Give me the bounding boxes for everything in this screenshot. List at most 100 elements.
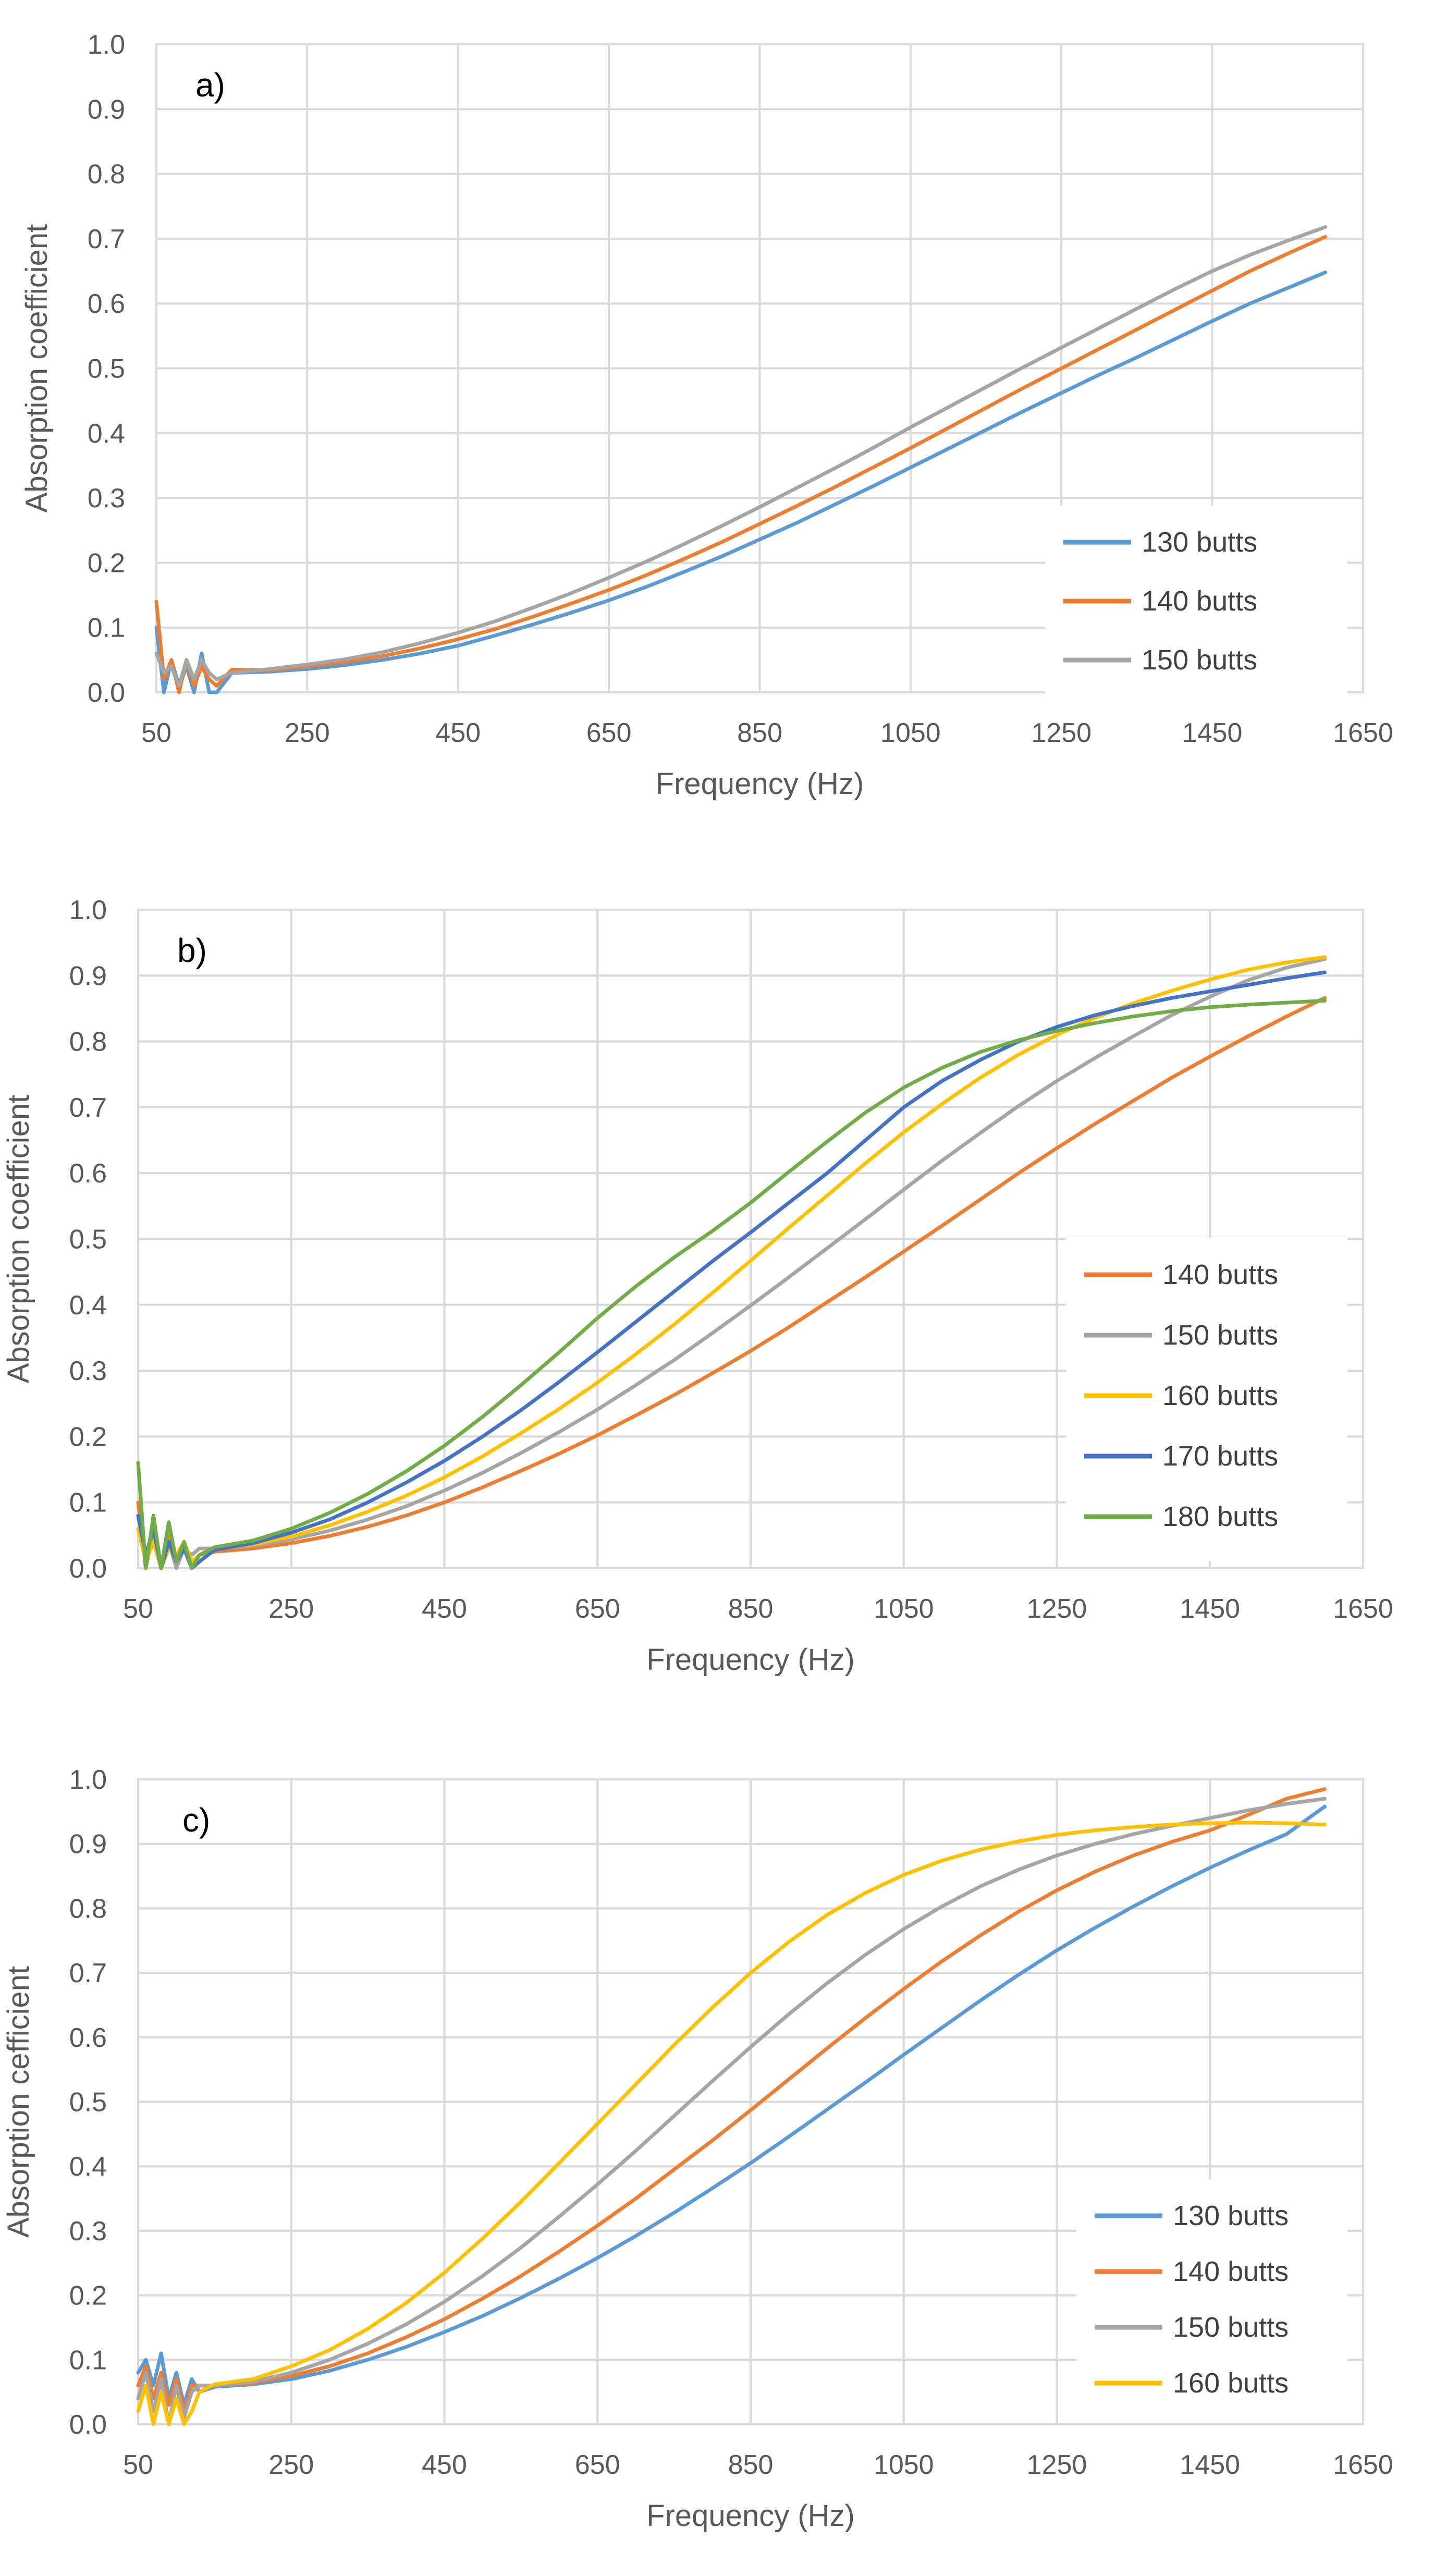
legend-label: 170 butts: [1162, 1440, 1278, 1472]
y-tick-label: 0.1: [69, 2345, 107, 2375]
series-line-150-butts: [136, 1797, 1327, 2426]
series-line-160-butts: [136, 1821, 1327, 2426]
legend-label: 130 butts: [1142, 527, 1257, 558]
panel-label: c): [182, 1801, 210, 1839]
legend-label: 150 butts: [1173, 2312, 1289, 2343]
legend-background: [1045, 506, 1347, 703]
x-tick-label: 1450: [1180, 1594, 1240, 1624]
series-layer: [136, 1787, 1327, 2426]
x-tick-label: 850: [737, 718, 782, 748]
y-axis-title: Absorption cefficient: [2, 1966, 35, 2238]
y-tick-label: 0.8: [69, 1027, 107, 1057]
y-tick-label: 0.1: [69, 1488, 107, 1518]
y-tick-label: 0.9: [69, 961, 107, 991]
legend-label: 150 butts: [1142, 644, 1257, 676]
y-tick-label: 0.8: [88, 160, 125, 190]
legend-label: 140 butts: [1142, 585, 1257, 617]
plot-grid: [155, 43, 1364, 693]
y-tick-label: 0.8: [69, 1894, 107, 1924]
panel-label: a): [195, 66, 225, 104]
series-layer: [136, 955, 1327, 1570]
legend-background: [1066, 1238, 1347, 1561]
y-tick-label: 1.0: [69, 895, 107, 925]
x-axis-title: Frequency (Hz): [646, 2499, 855, 2533]
x-tick-label: 450: [435, 718, 481, 748]
y-tick-label: 0.9: [69, 1829, 107, 1860]
x-tick-label: 650: [575, 1594, 620, 1624]
series-line-180-butts: [136, 998, 1327, 1570]
legend-label: 140 butts: [1162, 1259, 1278, 1290]
x-tick-label: 50: [123, 1594, 153, 1624]
x-axis-title: Frequency (Hz): [656, 767, 864, 801]
x-tick-label: 650: [575, 2450, 620, 2480]
plot-frame: [137, 909, 1364, 1569]
x-tick-label: 1450: [1180, 2450, 1240, 2480]
y-tick-label: 0.2: [69, 2281, 107, 2311]
y-tick-label: 0.2: [88, 548, 125, 578]
y-tick-label: 0.7: [88, 224, 125, 254]
x-tick-label: 1250: [1027, 2450, 1087, 2480]
plot-frame: [137, 1778, 1364, 2425]
legend-label: 150 butts: [1162, 1320, 1278, 1351]
y-tick-label: 0.4: [88, 419, 125, 449]
y-tick-label: 1.0: [69, 1765, 107, 1795]
x-tick-label: 250: [268, 1594, 314, 1624]
y-tick-label: 0.7: [69, 1958, 107, 1988]
x-tick-label: 450: [422, 1594, 467, 1624]
panel-label: b): [177, 932, 207, 969]
x-tick-label: 1650: [1333, 2450, 1393, 2480]
chart-panel-c: 0.0 0.1 0.2 0.3 0.4 0.5 0.6 0.7 0.8 0.9 1.0 50 250 4…: [2, 1765, 1393, 2533]
y-axis-title: Absorption coefficient: [20, 224, 54, 513]
y-tick-labels: 0.0 0.1 0.2 0.3 0.4 0.5 0.6 0.7 0.8 0.9 1.0: [88, 30, 125, 708]
y-tick-label: 0.7: [69, 1093, 107, 1123]
y-axis-title: Absorption coefficient: [2, 1095, 35, 1384]
legend-label: 160 butts: [1173, 2367, 1289, 2399]
x-tick-label: 1650: [1333, 1594, 1393, 1624]
x-axis-title: Frequency (Hz): [646, 1643, 855, 1677]
x-tick-label: 1650: [1333, 718, 1393, 748]
y-tick-label: 0.1: [88, 613, 125, 643]
y-tick-label: 0.6: [69, 2023, 107, 2053]
legend-label: 160 butts: [1162, 1380, 1278, 1411]
legend-label: 140 butts: [1173, 2256, 1289, 2287]
x-tick-label: 250: [285, 718, 330, 748]
x-tick-label: 1050: [880, 718, 941, 748]
x-tick-label: 50: [141, 718, 171, 748]
y-tick-label: 0.4: [69, 1290, 107, 1321]
y-tick-label: 1.0: [88, 30, 125, 60]
series-line-140-butts: [136, 1787, 1327, 2413]
legend-label: 130 butts: [1173, 2200, 1289, 2231]
x-tick-label: 850: [728, 2450, 774, 2480]
x-tick-label: 850: [728, 1594, 774, 1624]
y-tick-label: 0.4: [69, 2152, 107, 2182]
series-line-130-butts: [136, 1804, 1327, 2407]
series-layer: [154, 225, 1328, 694]
chart-panel-b: 0.0 0.1 0.2 0.3 0.4 0.5 0.6 0.7 0.8 0.9 1.0 50 250 4…: [2, 895, 1393, 1677]
x-tick-label: 1050: [874, 1594, 934, 1624]
y-tick-label: 0.3: [69, 2216, 107, 2247]
x-tick-label: 450: [422, 2450, 467, 2480]
y-tick-label: 0.0: [69, 1554, 107, 1584]
x-tick-labels: 50 250 450 650 850 1050 1250 1450 1650: [141, 718, 1393, 748]
x-tick-label: 1450: [1182, 718, 1243, 748]
y-tick-label: 0.3: [88, 483, 125, 514]
x-tick-labels: 50 250 450 650 850 1050 1250 1450 1650: [123, 2450, 1393, 2480]
y-tick-label: 0.0: [69, 2410, 107, 2440]
legend-label: 180 butts: [1162, 1501, 1278, 1532]
y-tick-label: 0.2: [69, 1422, 107, 1452]
y-tick-label: 0.0: [88, 678, 125, 708]
x-tick-label: 250: [268, 2450, 314, 2480]
x-tick-label: 1250: [1031, 718, 1091, 748]
chart-panel-a: 0.0 0.1 0.2 0.3 0.4 0.5 0.6 0.7 0.8 0.9 1.0 50 250 4…: [20, 30, 1393, 801]
x-tick-label: 1250: [1027, 1594, 1087, 1624]
y-tick-label: 0.9: [88, 94, 125, 125]
y-tick-label: 0.5: [69, 2087, 107, 2118]
series-line-140-butts: [154, 235, 1328, 694]
x-tick-labels: 50 250 450 650 850 1050 1250 1450 1650: [123, 1594, 1393, 1624]
y-tick-label: 0.6: [69, 1158, 107, 1189]
legend: 130 butts 140 butts 150 butts: [1045, 506, 1347, 703]
x-tick-label: 1050: [874, 2450, 934, 2480]
legend: 130 butts 140 butts 150 butts 160 butts: [1076, 2179, 1347, 2423]
y-tick-label: 0.6: [88, 289, 125, 319]
